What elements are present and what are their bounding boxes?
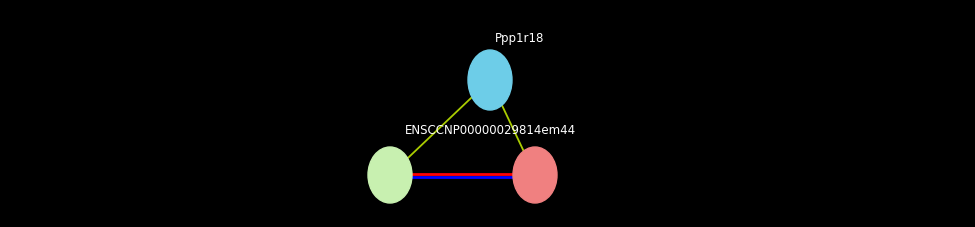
Ellipse shape xyxy=(368,147,412,203)
Text: ENSCCNP00000029814em44: ENSCCNP00000029814em44 xyxy=(405,124,576,137)
Ellipse shape xyxy=(513,147,557,203)
Text: Ppp1r18: Ppp1r18 xyxy=(495,32,544,45)
Ellipse shape xyxy=(468,50,512,110)
